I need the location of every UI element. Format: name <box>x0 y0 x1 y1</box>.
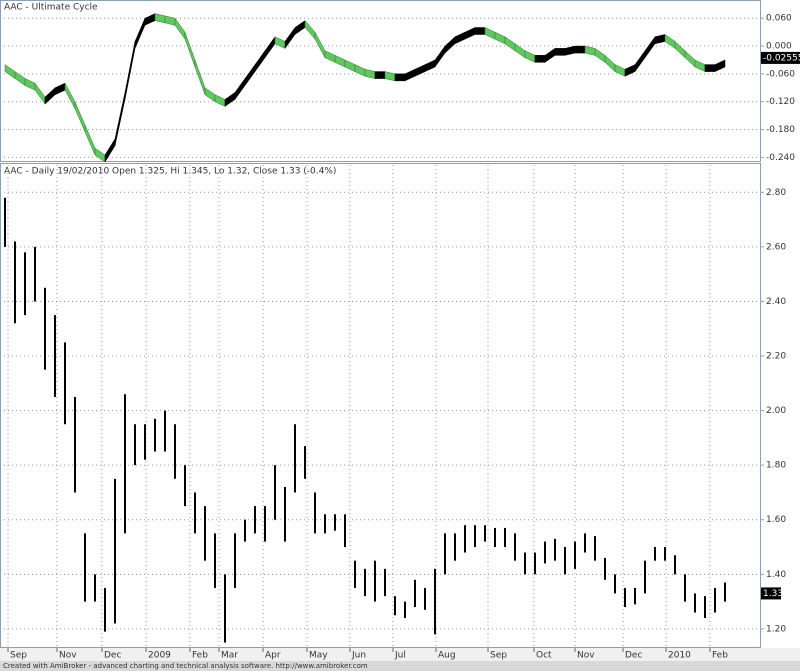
x-tick-label: Dec <box>104 651 121 661</box>
x-tick-label: Sep <box>10 651 27 661</box>
x-tick-label: Feb <box>192 651 208 661</box>
x-tick-label: Mar <box>221 651 238 661</box>
y-tick-label: 1.60 <box>766 515 786 525</box>
ribbon-segment <box>374 71 386 79</box>
x-tick-label: Dec <box>625 651 642 661</box>
ribbon-segment <box>554 48 566 56</box>
ribbon-segment <box>394 73 406 82</box>
last-value-label: -0.025550 <box>763 53 800 63</box>
last-value-box <box>761 51 800 64</box>
y-tick-label: 0.060 <box>766 14 792 24</box>
y-tick-label: 2.40 <box>766 297 786 307</box>
y-tick-label: 2.20 <box>766 352 786 362</box>
y-tick-label: 1.40 <box>766 570 786 580</box>
chart-title: AAC - Daily 19/02/2010 Open 1.325, Hi 1.… <box>4 167 336 177</box>
y-tick-label: -0.240 <box>766 153 795 163</box>
x-tick-label: Aug <box>438 651 456 661</box>
ribbon-segment <box>714 59 726 73</box>
ribbon-segment <box>704 64 716 72</box>
footer-band <box>0 661 800 671</box>
y-tick-label: 0.000 <box>766 42 792 52</box>
y-tick-label: 1.20 <box>766 624 786 634</box>
x-tick-label: 2010 <box>668 651 691 661</box>
y-tick-label: -0.180 <box>766 125 795 135</box>
y-tick-label: 1.80 <box>766 461 786 471</box>
chart-title: AAC - Ultimate Cycle <box>4 3 98 13</box>
x-tick-label: Oct <box>536 651 552 661</box>
x-axis-band <box>0 648 800 661</box>
x-tick-label: May <box>309 651 328 661</box>
y-tick-label: 2.80 <box>766 188 786 198</box>
ribbon-segment <box>474 27 486 35</box>
pane-frame <box>0 163 761 648</box>
x-tick-label: Jul <box>394 651 406 661</box>
y-tick-label: -0.120 <box>766 97 795 107</box>
y-tick-label: 2.60 <box>766 242 786 252</box>
x-tick-label: 2009 <box>148 651 171 661</box>
x-tick-label: Jun <box>351 651 366 661</box>
last-value-label: 1.33 <box>763 589 783 599</box>
x-tick-label: Nov <box>577 651 595 661</box>
y-tick-label: 2.00 <box>766 406 786 416</box>
ribbon-segment <box>574 45 586 54</box>
x-tick-label: Sep <box>490 651 507 661</box>
x-tick-label: Feb <box>712 651 728 661</box>
footer: Created with AmiBroker - advanced charti… <box>3 662 368 670</box>
y-tick-label: -0.060 <box>766 69 795 79</box>
ribbon-segment <box>534 55 546 63</box>
x-tick-label: Nov <box>59 651 77 661</box>
x-tick-label: Apr <box>265 651 281 661</box>
pane-frame <box>0 0 761 162</box>
last-value-box <box>761 587 781 600</box>
